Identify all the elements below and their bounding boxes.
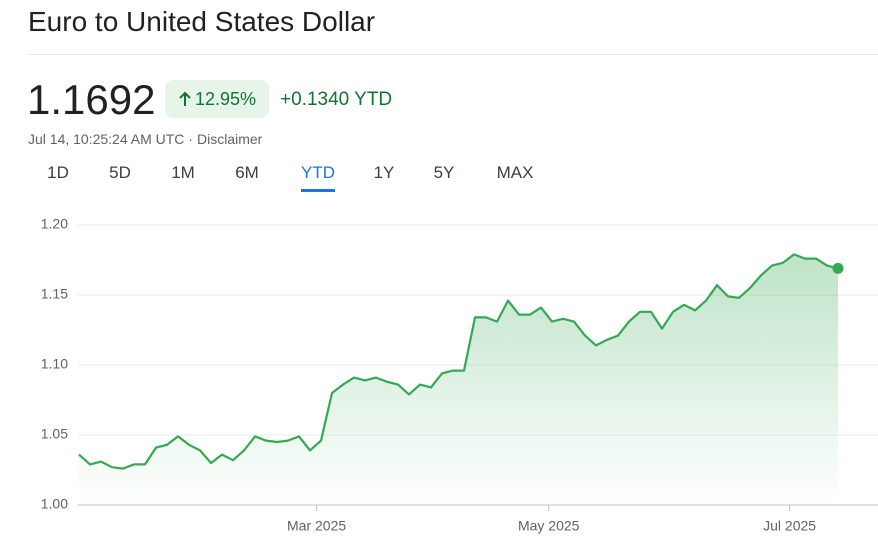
range-tab[interactable]: 1Y: [373, 163, 395, 182]
y-tick-label: 1.00: [41, 496, 68, 512]
change: +0.1340 YTD: [280, 89, 393, 110]
x-tick-label: Jul 2025: [763, 518, 816, 534]
range-tab[interactable]: 1M: [171, 163, 195, 182]
range-tab[interactable]: 1D: [47, 163, 69, 182]
area: [79, 254, 838, 505]
change-badge: 12.95%: [165, 80, 269, 118]
range-tab[interactable]: MAX: [496, 163, 534, 182]
end-dot: [832, 262, 844, 274]
x-tick-label: May 2025: [518, 518, 580, 534]
price: 1.1692: [27, 76, 156, 123]
timestamp: Jul 14, 10:25:24 AM UTC ·: [28, 131, 193, 147]
x-tick-label: Mar 2025: [287, 518, 346, 534]
timestamp-row: Jul 14, 10:25:24 AM UTC · Disclaimer: [28, 131, 262, 147]
range-tab[interactable]: YTD: [301, 163, 335, 192]
y-tick-label: 1.10: [41, 356, 68, 372]
title: Euro to United States Dollar: [28, 6, 376, 37]
up-arrow: [179, 91, 191, 106]
range-tab[interactable]: 5D: [109, 163, 131, 182]
y-tick-label: 1.05: [41, 426, 68, 442]
y-tick-label: 1.15: [41, 286, 68, 302]
divider: [28, 54, 878, 55]
change-percent: 12.95%: [194, 88, 257, 109]
line: [78, 253, 839, 470]
range-tab[interactable]: 6M: [235, 163, 259, 182]
y-tick-label: 1.20: [41, 216, 68, 232]
disclaimer-link[interactable]: Disclaimer: [196, 131, 263, 147]
range-tab[interactable]: 5Y: [433, 163, 455, 182]
